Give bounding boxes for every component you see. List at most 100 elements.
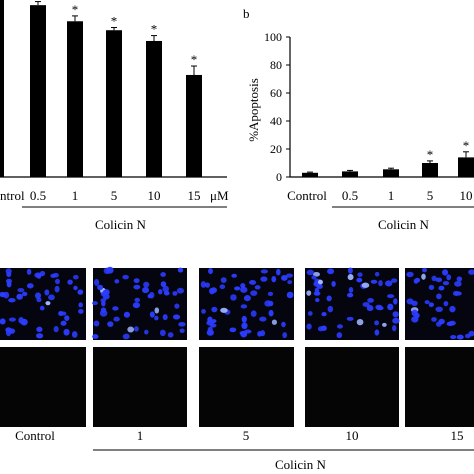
nucleus-2-13	[210, 287, 217, 294]
nucleus-4-19	[442, 269, 449, 276]
nucleus-0-46	[78, 308, 84, 314]
nucleus-2-7	[285, 273, 294, 278]
nucleus-1-13	[97, 284, 104, 291]
nucleus-1-18	[134, 326, 139, 332]
nucleus-1-23	[178, 321, 186, 327]
nucleus-0-23	[0, 318, 6, 325]
nucleus-3-3	[393, 298, 398, 305]
nucleus-3-1	[331, 281, 336, 287]
nucleus-3-15	[361, 282, 370, 288]
micrograph-nuclei-2	[199, 268, 294, 340]
nucleus-0-35	[18, 317, 24, 324]
nucleus-0-26	[34, 292, 42, 299]
y-tick-label-1-4: 80	[270, 58, 282, 72]
nucleus-1-24	[172, 314, 181, 320]
nucleus-0-25	[6, 272, 12, 278]
nucleus-1-39	[142, 287, 150, 294]
nucleus-2-38	[271, 319, 277, 325]
nucleus-1-3	[172, 291, 178, 296]
nucleus-3-23	[375, 304, 383, 310]
nucleus-1-10	[144, 329, 149, 335]
nucleus-3-42	[374, 271, 380, 277]
nucleus-1-51	[162, 285, 169, 293]
nucleus-0-6	[44, 289, 50, 296]
bar-1-4	[458, 157, 474, 177]
panel-a-group-label: Colicin N	[95, 217, 147, 232]
nucleus-1-40	[154, 307, 160, 314]
bar-1-2	[383, 169, 399, 177]
nucleus-1-21	[157, 289, 163, 295]
nucleus-2-23	[219, 284, 226, 290]
nucleus-0-17	[73, 285, 78, 291]
nucleus-4-3	[456, 276, 463, 282]
nucleus-0-42	[71, 331, 78, 338]
bar-0-2	[67, 21, 83, 177]
nucleus-2-4	[267, 291, 274, 297]
nucleus-1-7	[92, 301, 98, 306]
significance-star-0-5: *	[191, 52, 198, 67]
nucleus-4-12	[443, 301, 449, 307]
nucleus-0-34	[78, 302, 83, 308]
micrograph-dark-3	[305, 347, 399, 427]
nucleus-3-7	[385, 280, 393, 287]
nucleus-2-44	[220, 307, 228, 313]
nucleus-2-27	[259, 316, 267, 322]
nucleus-1-32	[101, 300, 106, 307]
nucleus-2-32	[201, 309, 206, 314]
y-tick-label-1-5: 100	[264, 30, 282, 44]
micrograph-label-2: 5	[243, 428, 250, 443]
nucleus-1-33	[176, 287, 185, 294]
nucleus-4-4	[456, 334, 464, 340]
nucleus-2-50	[231, 273, 238, 278]
nucleus-1-6	[143, 281, 150, 288]
nucleus-1-41	[134, 297, 141, 303]
nucleus-0-36	[67, 279, 73, 285]
y-tick-label-1-0: 0	[276, 170, 282, 184]
nucleus-3-49	[382, 322, 387, 327]
micrograph-dark-4	[405, 347, 474, 427]
micrograph-group-label: Colicin N	[275, 457, 327, 472]
nucleus-1-22	[93, 320, 100, 327]
panel-b-letter: b	[243, 6, 250, 21]
nucleus-3-44	[367, 298, 374, 303]
nucleus-3-28	[387, 303, 394, 311]
nucleus-1-50	[99, 309, 108, 317]
nucleus-1-4	[122, 333, 130, 340]
significance-star-0-4: *	[151, 22, 158, 37]
micrograph-dark-2	[199, 347, 294, 427]
nucleus-1-49	[127, 326, 135, 333]
nucleus-3-40	[378, 280, 383, 287]
bar-0-3	[106, 30, 122, 177]
nucleus-2-30	[220, 277, 227, 284]
nucleus-3-9	[347, 267, 353, 274]
nucleus-3-36	[313, 291, 321, 296]
nucleus-4-32	[411, 316, 419, 323]
nucleus-4-33	[438, 318, 445, 325]
nucleus-2-34	[206, 329, 214, 336]
x-tick-label-0-2: 1	[72, 188, 79, 203]
nucleus-1-37	[177, 267, 184, 273]
nucleus-3-14	[356, 318, 364, 326]
x-tick-label-0-4: 10	[148, 188, 161, 203]
micrograph-nuclei-0	[0, 268, 86, 340]
micrograph-dark-1	[93, 347, 187, 427]
nucleus-3-34	[306, 269, 315, 276]
nucleus-3-47	[336, 332, 343, 339]
nucleus-1-38	[160, 281, 167, 288]
nucleus-2-20	[240, 286, 248, 293]
nucleus-3-38	[317, 279, 323, 285]
x-tick-label-0-3: 5	[111, 188, 118, 203]
nucleus-0-27	[8, 328, 16, 334]
significance-star-1-4: *	[463, 138, 470, 153]
nucleus-2-49	[211, 306, 218, 313]
bar-1-0	[302, 172, 318, 177]
nucleus-0-40	[8, 317, 16, 322]
bar-0-5	[186, 74, 202, 177]
nucleus-1-20	[160, 272, 166, 277]
micrograph-label-4: 15	[451, 428, 464, 443]
bar-1-1	[342, 171, 358, 177]
nucleus-2-45	[276, 268, 281, 276]
nucleus-0-43	[6, 281, 12, 288]
x-tick-label-1-3: 5	[427, 188, 434, 203]
nucleus-2-9	[243, 295, 251, 302]
